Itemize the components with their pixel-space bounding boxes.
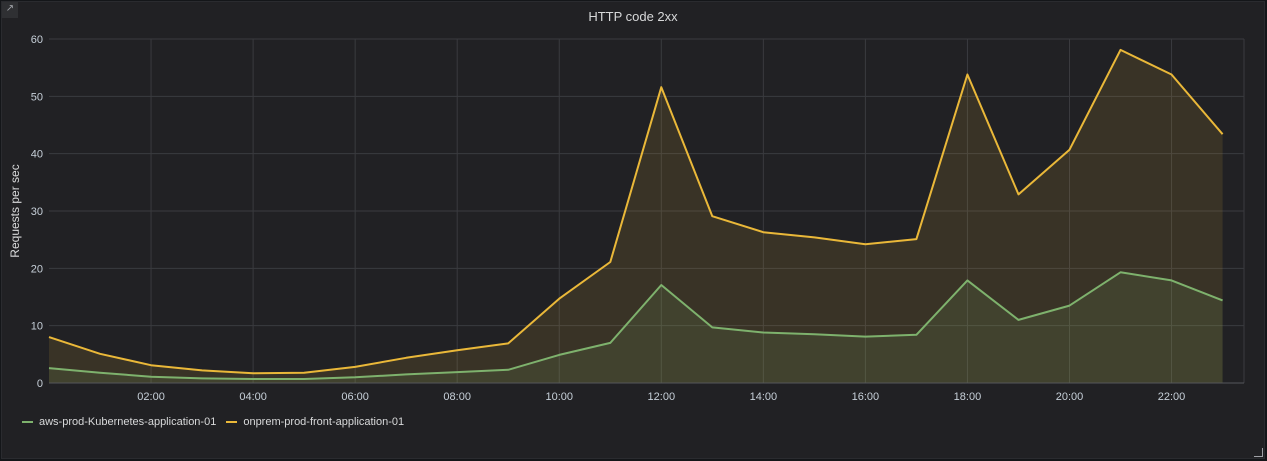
y-tick-label: 20 xyxy=(31,263,43,275)
area-layer xyxy=(49,49,1223,384)
y-tick-label: 60 xyxy=(31,34,43,46)
x-tick-label: 04:00 xyxy=(239,391,267,403)
y-tick-label: 10 xyxy=(31,321,43,333)
legend-label: onprem-prod-front-application-01 xyxy=(243,416,405,428)
x-tick-label: 12:00 xyxy=(648,391,676,403)
legend: aws-prod-Kubernetes-application-01 onprem… xyxy=(22,416,404,428)
x-tick-label: 14:00 xyxy=(750,391,778,403)
panel-title[interactable]: HTTP code 2xx xyxy=(588,9,678,24)
series-area-1 xyxy=(49,49,1223,384)
y-tick-label: 50 xyxy=(31,91,43,103)
x-tick-label: 22:00 xyxy=(1158,391,1186,403)
external-link-icon[interactable]: ↗ xyxy=(2,2,18,18)
y-tick-label: 40 xyxy=(31,149,43,161)
x-tick-label: 10:00 xyxy=(545,391,573,403)
series-area-0 xyxy=(49,272,1223,383)
x-tick-label: 20:00 xyxy=(1056,391,1084,403)
series-line-0 xyxy=(48,271,1223,380)
x-tick-label: 16:00 xyxy=(852,391,880,403)
y-axis-label: Requests per sec xyxy=(8,164,22,257)
x-tick-label: 02:00 xyxy=(137,391,165,403)
y-tick-label: 30 xyxy=(31,206,43,218)
axis-layer: 0 10 20 30 40 50 60 02:00 04:00 06:00 08:00 10:00 12… xyxy=(8,34,1244,403)
legend-swatch xyxy=(22,421,33,423)
legend-item[interactable]: onprem-prod-front-application-01 xyxy=(226,416,404,428)
legend-swatch xyxy=(226,421,238,423)
legend-label: aws-prod-Kubernetes-application-01 xyxy=(39,416,217,428)
x-tick-label: 08:00 xyxy=(443,391,471,403)
resize-corner-icon[interactable] xyxy=(1254,448,1263,457)
x-tick-label: 18:00 xyxy=(954,391,982,403)
line-layer xyxy=(48,48,1224,380)
legend-item[interactable]: aws-prod-Kubernetes-application-01 xyxy=(22,416,216,428)
x-tick-label: 06:00 xyxy=(341,391,369,403)
y-tick-label: 0 xyxy=(37,378,43,390)
series-line-1 xyxy=(48,48,1224,375)
